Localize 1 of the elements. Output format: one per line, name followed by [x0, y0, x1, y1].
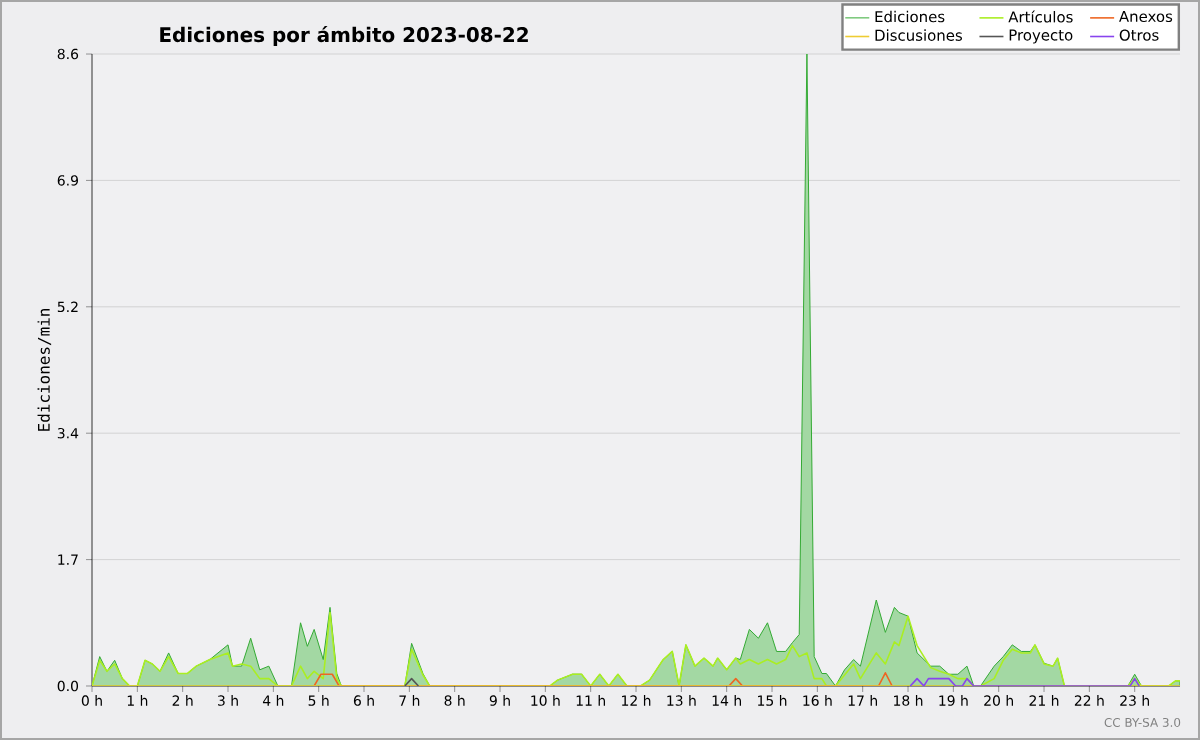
chart-title: Ediciones por ámbito 2023-08-22	[160, 25, 528, 47]
